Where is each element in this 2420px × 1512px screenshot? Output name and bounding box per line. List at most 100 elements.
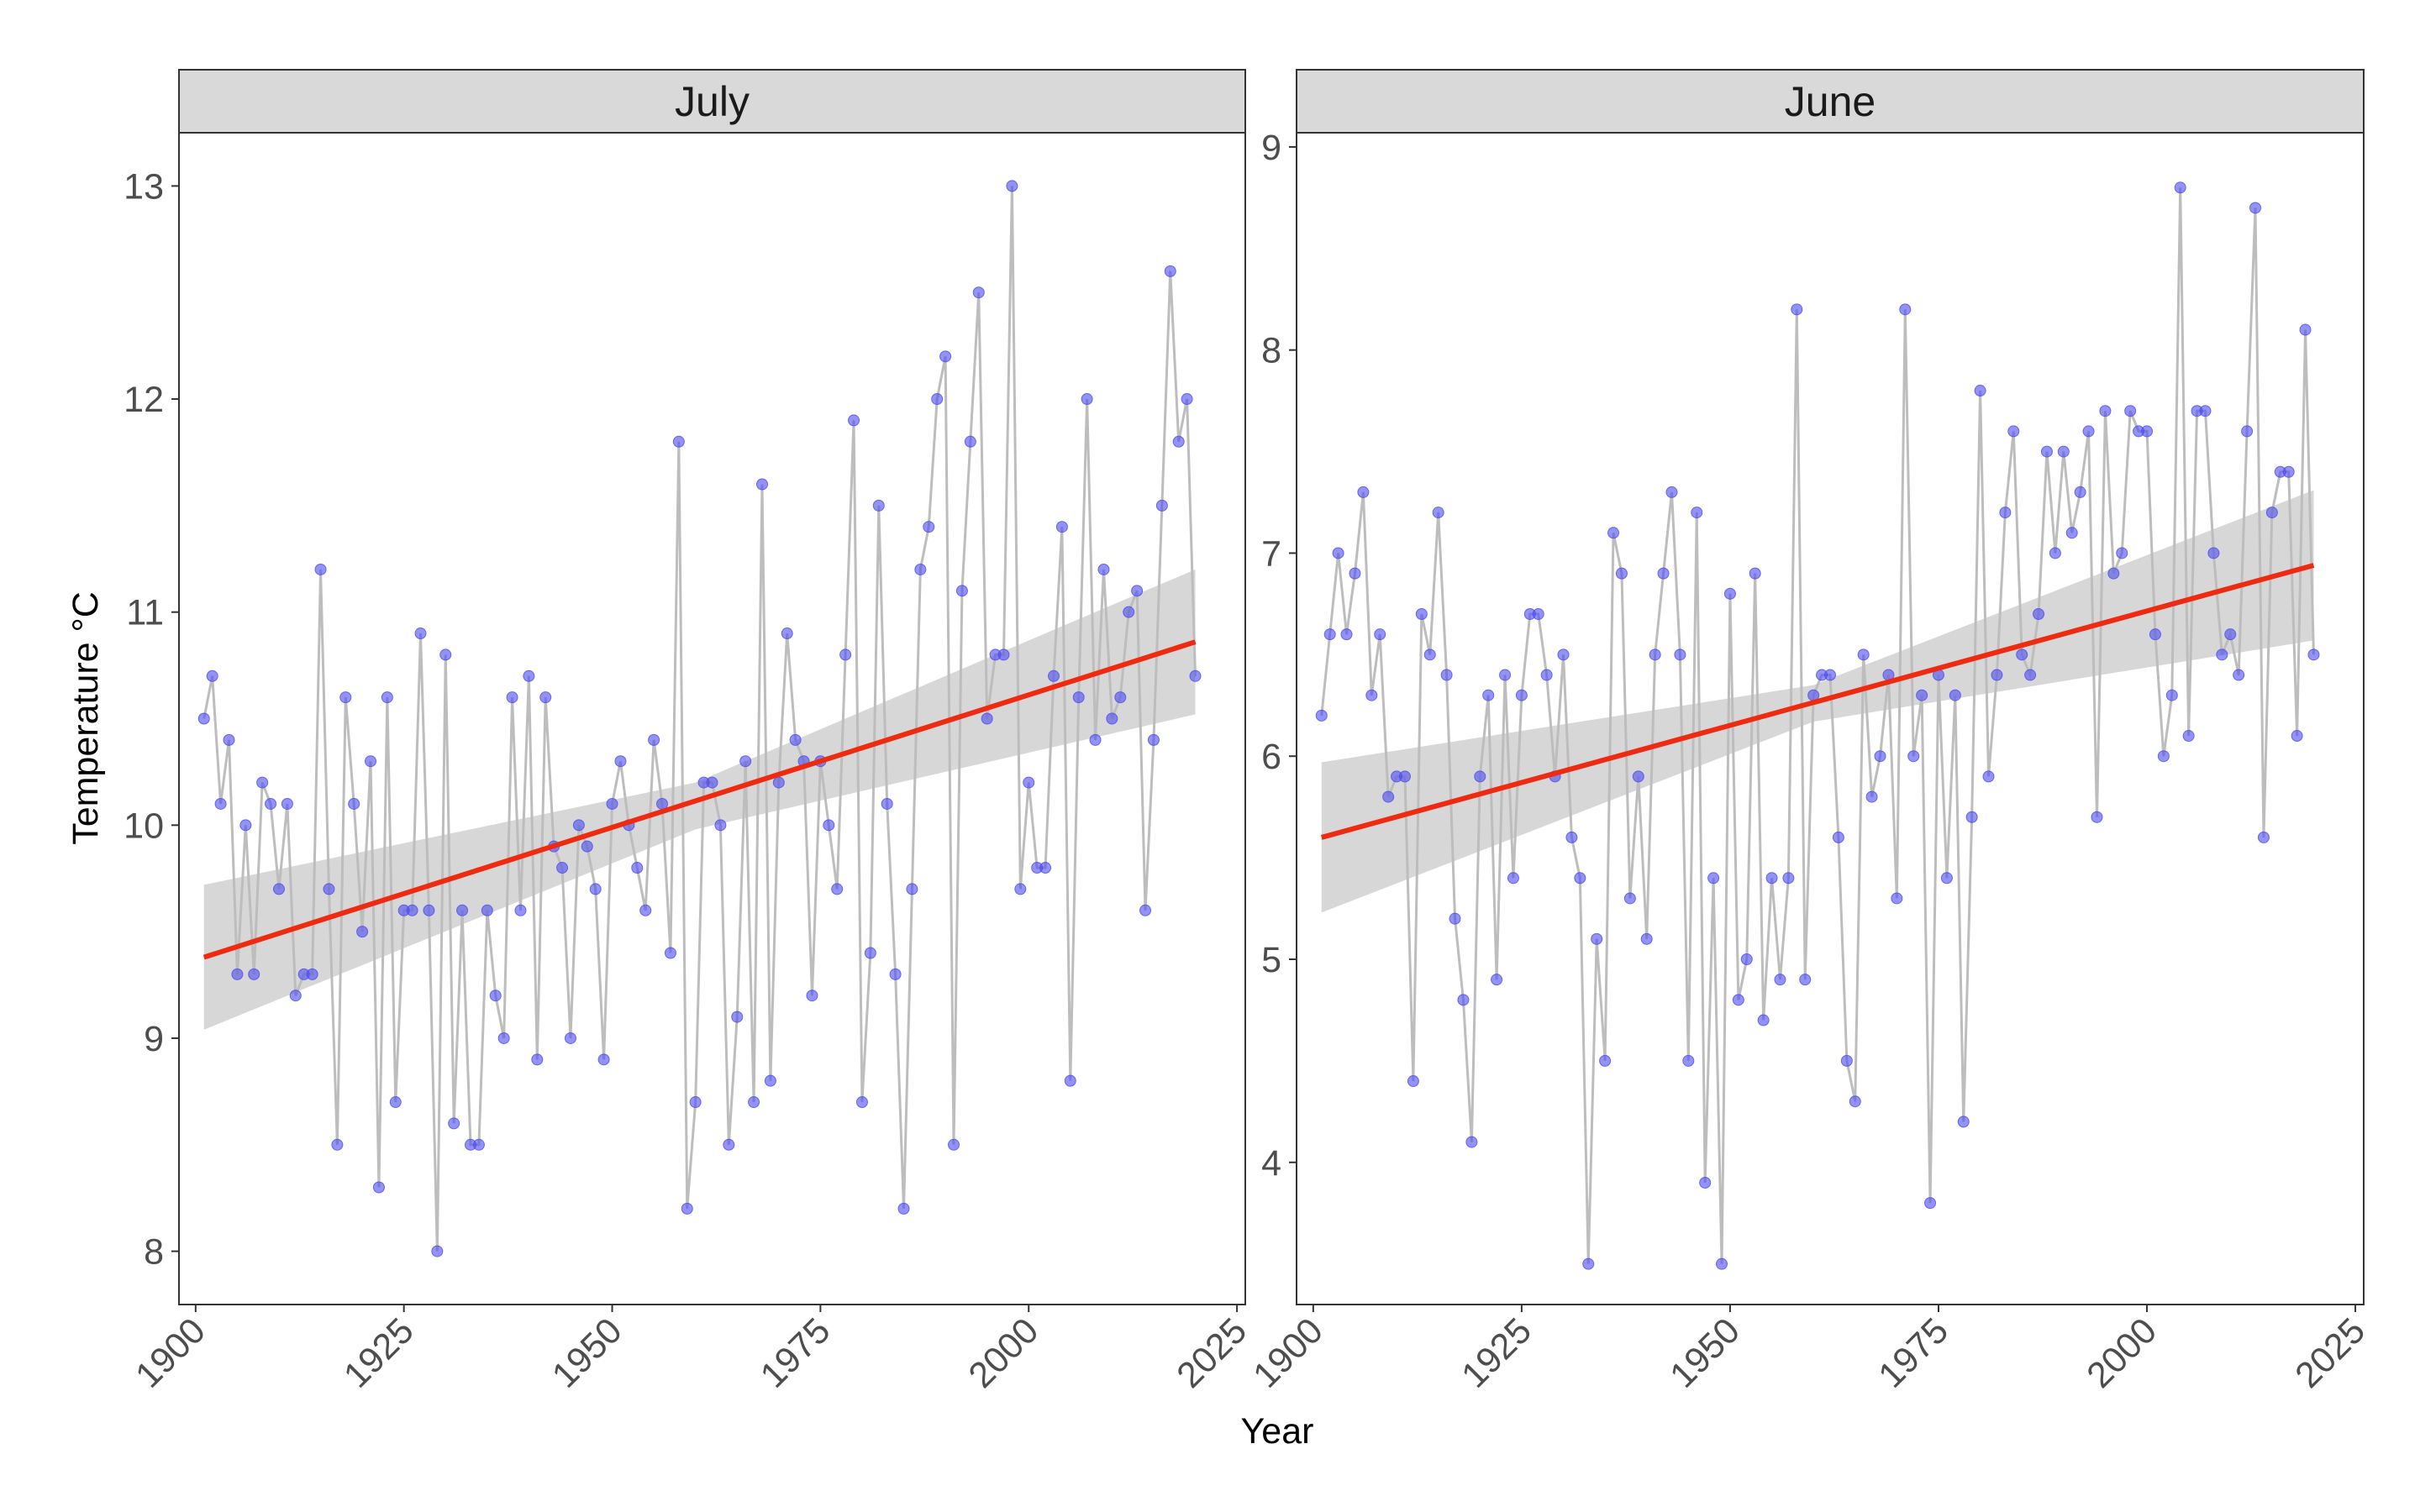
data-point bbox=[2291, 730, 2303, 743]
data-point bbox=[864, 947, 876, 959]
data-point bbox=[831, 883, 844, 895]
data-point bbox=[2165, 689, 2178, 701]
data-point bbox=[1599, 1054, 1612, 1067]
y-tick-label: 9 bbox=[1261, 128, 1281, 168]
data-point bbox=[1089, 733, 1102, 746]
data-point bbox=[348, 797, 360, 810]
data-point bbox=[2007, 425, 2020, 438]
data-point bbox=[2049, 547, 2061, 559]
data-point bbox=[848, 414, 860, 427]
data-point bbox=[572, 819, 585, 832]
data-point bbox=[2249, 202, 2262, 214]
data-point bbox=[1865, 790, 1878, 803]
data-point bbox=[972, 286, 985, 299]
data-point bbox=[1172, 435, 1185, 448]
data-point bbox=[2074, 486, 2086, 498]
data-point bbox=[1382, 790, 1395, 803]
data-point bbox=[1123, 606, 1135, 618]
data-point bbox=[1957, 1116, 1970, 1128]
data-point bbox=[1749, 567, 1761, 580]
y-tick-label: 5 bbox=[1261, 940, 1281, 980]
data-point bbox=[1674, 648, 1686, 661]
data-point bbox=[1999, 507, 2012, 519]
data-point bbox=[1965, 811, 1978, 823]
data-point bbox=[581, 840, 593, 853]
data-point bbox=[964, 435, 976, 448]
data-point bbox=[1707, 872, 1720, 885]
data-point bbox=[331, 1138, 344, 1151]
data-point bbox=[806, 990, 818, 1002]
data-point bbox=[489, 990, 502, 1002]
data-point bbox=[239, 819, 252, 832]
data-point bbox=[1791, 303, 1803, 316]
data-point bbox=[1640, 932, 1653, 945]
x-tick-label: 1925 bbox=[1454, 1310, 1539, 1396]
data-point bbox=[872, 499, 885, 512]
data-point bbox=[497, 1032, 510, 1044]
x-tick-label: 1975 bbox=[753, 1310, 839, 1396]
data-point bbox=[723, 1138, 735, 1151]
temperature-series-line bbox=[1320, 187, 2315, 1264]
temperature-series-line bbox=[203, 186, 1197, 1252]
data-point bbox=[472, 1138, 485, 1151]
data-point bbox=[1432, 507, 1444, 519]
data-point bbox=[1874, 750, 1886, 763]
facet-strip-label: June bbox=[1785, 78, 1876, 125]
data-point bbox=[2233, 669, 2245, 681]
data-point bbox=[2224, 628, 2237, 641]
data-point bbox=[248, 968, 260, 980]
data-point bbox=[214, 797, 227, 810]
data-point bbox=[931, 393, 944, 406]
y-tick-label: 13 bbox=[124, 166, 164, 207]
data-point bbox=[1615, 567, 1628, 580]
data-point bbox=[2024, 669, 2037, 681]
data-point bbox=[2182, 730, 2195, 743]
data-point bbox=[1507, 872, 1519, 885]
data-point bbox=[1740, 953, 1753, 965]
data-point bbox=[256, 776, 269, 789]
data-point bbox=[1365, 689, 1378, 701]
data-point bbox=[556, 862, 569, 874]
data-point bbox=[1097, 563, 1110, 575]
data-point bbox=[639, 904, 652, 916]
data-point bbox=[855, 1096, 868, 1109]
y-tick-label: 8 bbox=[144, 1232, 164, 1273]
data-point bbox=[314, 563, 327, 575]
data-point bbox=[1682, 1054, 1695, 1067]
facet-strip bbox=[1296, 69, 2365, 134]
data-point bbox=[664, 947, 676, 959]
data-point bbox=[1449, 912, 1461, 925]
data-point bbox=[1840, 1054, 1853, 1067]
y-tick-label: 6 bbox=[1261, 737, 1281, 777]
data-point bbox=[2149, 628, 2161, 641]
y-tick-label: 11 bbox=[126, 593, 164, 633]
y-tick-label: 8 bbox=[1261, 331, 1281, 371]
data-point bbox=[1891, 892, 1903, 905]
data-point bbox=[789, 733, 802, 746]
data-point bbox=[597, 1053, 610, 1066]
y-tick-label: 7 bbox=[1261, 533, 1281, 574]
y-tick-label: 9 bbox=[144, 1019, 164, 1059]
x-tick-label: 1950 bbox=[1662, 1310, 1748, 1396]
x-tick-label: 1975 bbox=[1870, 1310, 1956, 1396]
data-point bbox=[1832, 831, 1844, 843]
data-point bbox=[1949, 689, 1961, 701]
data-point bbox=[889, 968, 902, 980]
data-point bbox=[1482, 689, 1495, 701]
data-point bbox=[839, 648, 852, 661]
data-point bbox=[539, 691, 552, 704]
data-point bbox=[1732, 994, 1744, 1006]
data-point bbox=[2174, 181, 2186, 194]
data-point bbox=[1457, 994, 1470, 1006]
data-point bbox=[2099, 405, 2112, 417]
data-point bbox=[265, 797, 277, 810]
y-tick-label: 10 bbox=[124, 806, 164, 846]
data-point bbox=[1332, 547, 1344, 559]
data-point bbox=[748, 1096, 760, 1109]
data-point bbox=[955, 585, 968, 597]
data-point bbox=[939, 350, 952, 363]
data-point bbox=[1515, 689, 1528, 701]
data-point bbox=[764, 1074, 776, 1087]
data-point bbox=[1147, 733, 1160, 746]
data-point bbox=[706, 776, 718, 789]
